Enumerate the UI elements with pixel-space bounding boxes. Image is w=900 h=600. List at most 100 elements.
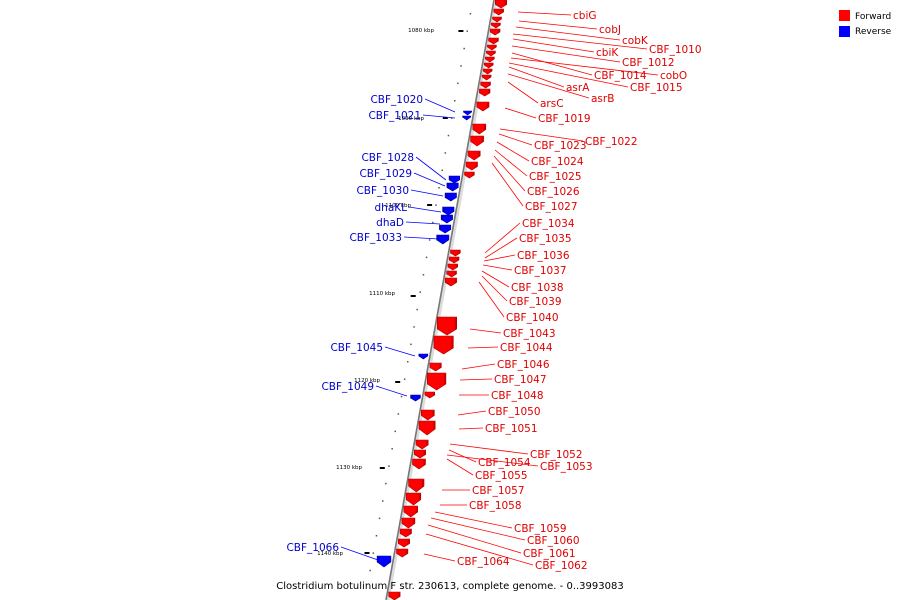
- gene-label-cbf-1048[interactable]: CBF_1048: [491, 390, 544, 402]
- gene-label-cbf-1057[interactable]: CBF_1057: [472, 485, 525, 497]
- gene-label-cbik[interactable]: cbiK: [596, 47, 619, 59]
- gene-label-cbf-1039[interactable]: CBF_1039: [509, 296, 562, 308]
- forward-gene-glyph[interactable]: [420, 409, 435, 421]
- reverse-gene-glyph[interactable]: [418, 353, 429, 360]
- gene-label-cbf-1043[interactable]: CBF_1043: [503, 328, 556, 340]
- forward-gene-glyph[interactable]: [405, 492, 422, 506]
- reverse-gene-glyph[interactable]: [463, 110, 473, 116]
- forward-gene-glyph[interactable]: [467, 150, 481, 161]
- gene-label-cbf-1027[interactable]: CBF_1027: [525, 201, 578, 213]
- gene-label-cbf-1021[interactable]: CBF_1021: [368, 110, 421, 122]
- reverse-gene-glyph[interactable]: [462, 115, 472, 121]
- gene-label-cbf-1012[interactable]: CBF_1012: [622, 57, 675, 69]
- forward-gene-glyph[interactable]: [470, 135, 484, 147]
- forward-gene-glyph[interactable]: [418, 420, 436, 436]
- forward-gene-glyph[interactable]: [483, 62, 494, 69]
- forward-gene-glyph[interactable]: [397, 538, 411, 548]
- forward-gene-glyph[interactable]: [484, 56, 495, 63]
- gene-label-cbf-1049[interactable]: CBF_1049: [321, 381, 374, 393]
- gene-label-asrb[interactable]: asrB: [591, 93, 614, 105]
- gene-label-cbf-1044[interactable]: CBF_1044: [500, 342, 553, 354]
- gene-label-dhakl[interactable]: dhaKL: [375, 202, 408, 214]
- forward-gene-glyph[interactable]: [476, 101, 490, 112]
- gene-label-cbf-1019[interactable]: CBF_1019: [538, 113, 591, 125]
- gene-label-cbf-1010[interactable]: CBF_1010: [649, 44, 702, 56]
- forward-gene-glyph[interactable]: [472, 123, 487, 135]
- gene-label-cbf-1040[interactable]: CBF_1040: [506, 312, 559, 324]
- gene-label-cbf-1047[interactable]: CBF_1047: [494, 374, 547, 386]
- forward-gene-glyph[interactable]: [487, 44, 497, 51]
- gene-label-cbf-1036[interactable]: CBF_1036: [517, 250, 570, 262]
- gene-label-cbf-1058[interactable]: CBF_1058: [469, 500, 522, 512]
- gene-label-cobk[interactable]: cobK: [622, 35, 649, 47]
- forward-gene-glyph[interactable]: [436, 316, 458, 336]
- forward-gene-glyph[interactable]: [388, 591, 401, 600]
- gene-label-cbf-1030[interactable]: CBF_1030: [356, 185, 409, 197]
- gene-label-cbf-1055[interactable]: CBF_1055: [475, 470, 528, 482]
- gene-label-cbf-1060[interactable]: CBF_1060: [527, 535, 580, 547]
- gene-label-asra[interactable]: asrA: [566, 82, 590, 94]
- gene-label-arsc[interactable]: arsC: [540, 98, 564, 110]
- forward-gene-glyph[interactable]: [488, 37, 499, 45]
- gene-label-cbf-1028[interactable]: CBF_1028: [361, 152, 414, 164]
- forward-gene-glyph[interactable]: [489, 28, 501, 36]
- gene-label-cbig[interactable]: cbiG: [573, 10, 597, 22]
- forward-gene-glyph[interactable]: [413, 449, 427, 459]
- gene-label-cbf-1014[interactable]: CBF_1014: [594, 70, 647, 82]
- forward-gene-glyph[interactable]: [494, 0, 508, 9]
- gene-label-cbf-1034[interactable]: CBF_1034: [522, 218, 575, 230]
- forward-gene-glyph[interactable]: [479, 88, 491, 97]
- forward-gene-glyph[interactable]: [492, 16, 502, 23]
- forward-gene-glyph[interactable]: [464, 171, 475, 179]
- forward-gene-glyph[interactable]: [403, 505, 419, 518]
- gene-label-cbf-1022[interactable]: CBF_1022: [585, 136, 638, 148]
- gene-label-cbf-1035[interactable]: CBF_1035: [519, 233, 572, 245]
- forward-gene-glyph[interactable]: [429, 362, 442, 372]
- gene-label-cobj[interactable]: cobJ: [599, 24, 621, 36]
- gene-label-cbf-1050[interactable]: CBF_1050: [488, 406, 541, 418]
- forward-gene-glyph[interactable]: [450, 249, 461, 257]
- gene-label-cbf-1037[interactable]: CBF_1037: [514, 265, 567, 277]
- gene-label-cbf-1020[interactable]: CBF_1020: [370, 94, 423, 106]
- gene-label-cbf-1062[interactable]: CBF_1062: [535, 560, 588, 572]
- gene-label-cbf-1061[interactable]: CBF_1061: [523, 548, 576, 560]
- forward-gene-glyph[interactable]: [465, 161, 478, 171]
- forward-gene-glyph[interactable]: [399, 528, 412, 538]
- forward-gene-glyph[interactable]: [426, 372, 447, 391]
- gene-label-cbf-1066[interactable]: CBF_1066: [286, 542, 339, 554]
- forward-gene-glyph[interactable]: [448, 256, 460, 264]
- gene-label-cbf-1046[interactable]: CBF_1046: [497, 359, 550, 371]
- gene-label-cobo[interactable]: cobO: [660, 70, 687, 82]
- reverse-gene-glyph[interactable]: [376, 555, 392, 568]
- reverse-gene-glyph[interactable]: [444, 192, 457, 202]
- forward-gene-glyph[interactable]: [480, 81, 491, 89]
- gene-label-cbf-1033[interactable]: CBF_1033: [349, 232, 402, 244]
- gene-features[interactable]: [376, 0, 508, 600]
- forward-gene-glyph[interactable]: [447, 263, 459, 271]
- gene-label-cbf-1038[interactable]: CBF_1038: [511, 282, 564, 294]
- forward-gene-glyph[interactable]: [486, 50, 496, 57]
- forward-gene-glyph[interactable]: [491, 22, 501, 29]
- reverse-gene-glyph[interactable]: [446, 182, 459, 192]
- forward-gene-glyph[interactable]: [446, 270, 457, 278]
- gene-label-cbf-1015[interactable]: CBF_1015: [630, 82, 683, 94]
- forward-gene-glyph[interactable]: [444, 277, 457, 287]
- forward-gene-glyph[interactable]: [482, 68, 493, 75]
- gene-label-cbf-1054[interactable]: CBF_1054: [478, 457, 531, 469]
- forward-gene-glyph[interactable]: [493, 8, 504, 16]
- forward-gene-glyph[interactable]: [412, 458, 426, 470]
- forward-gene-glyph[interactable]: [433, 335, 454, 355]
- gene-label-cbf-1025[interactable]: CBF_1025: [529, 171, 582, 183]
- gene-label-cbf-1051[interactable]: CBF_1051: [485, 423, 538, 435]
- forward-gene-glyph[interactable]: [481, 74, 492, 81]
- forward-gene-glyph[interactable]: [415, 439, 429, 450]
- gene-label-cbf-1052[interactable]: CBF_1052: [530, 449, 583, 461]
- gene-label-cbf-1023[interactable]: CBF_1023: [534, 140, 587, 152]
- gene-label-dhad[interactable]: dhaD: [376, 217, 404, 229]
- gene-label-cbf-1045[interactable]: CBF_1045: [330, 342, 383, 354]
- gene-label-cbf-1024[interactable]: CBF_1024: [531, 156, 584, 168]
- forward-gene-glyph[interactable]: [401, 517, 416, 529]
- reverse-gene-glyph[interactable]: [442, 206, 455, 216]
- gene-label-cbf-1029[interactable]: CBF_1029: [359, 168, 412, 180]
